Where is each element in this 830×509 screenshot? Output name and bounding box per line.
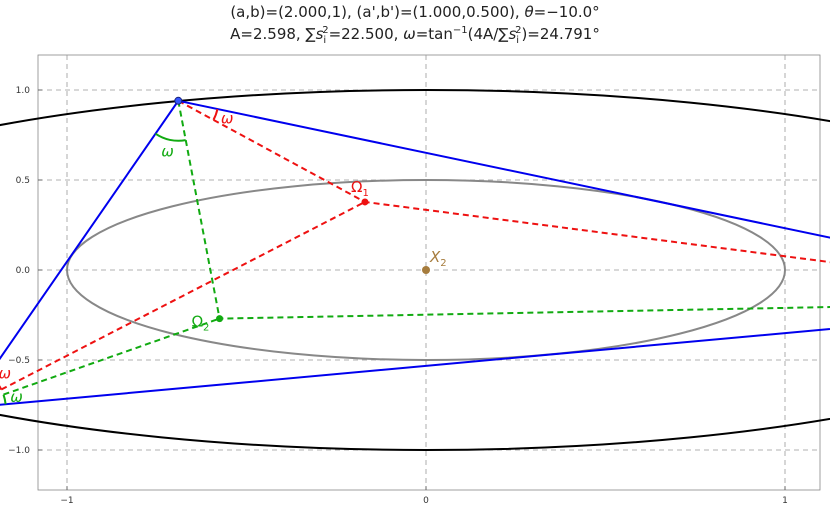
omega1-angle-arc bbox=[212, 108, 219, 121]
omega2-cevian bbox=[219, 306, 830, 320]
omega1-cevian bbox=[177, 99, 366, 203]
omega2-angle-arc bbox=[154, 132, 186, 142]
omega2-cevian bbox=[177, 100, 221, 319]
omega1-point bbox=[361, 198, 369, 206]
vertex-point bbox=[174, 96, 183, 105]
omega2-angle-arc bbox=[2, 394, 7, 405]
y-tick-label: 0.5 bbox=[16, 176, 30, 186]
y-tick-label: 0.0 bbox=[16, 266, 31, 276]
omega1-label: Ω1 bbox=[351, 178, 369, 199]
triangle bbox=[0, 99, 830, 406]
x2-point bbox=[422, 266, 430, 274]
omega2-label: Ω2 bbox=[192, 313, 210, 334]
y-tick-label: −0.5 bbox=[8, 356, 30, 366]
angle-label: ω bbox=[161, 143, 174, 161]
omega1-cevian bbox=[364, 200, 830, 264]
axis-ticks: −2−10121.00.50.0−0.5−1.0 bbox=[8, 86, 788, 506]
plot-frame bbox=[37, 54, 821, 491]
outer-ellipse bbox=[0, 89, 830, 451]
y-tick-label: 1.0 bbox=[16, 86, 31, 96]
omega2-point bbox=[216, 315, 224, 323]
omega1-cevian bbox=[0, 201, 366, 392]
geometry bbox=[0, 89, 830, 451]
angle-label: ω bbox=[221, 110, 234, 128]
y-tick-label: −1.0 bbox=[8, 446, 30, 456]
omega2-cevian bbox=[0, 317, 220, 397]
x-tick-label: −1 bbox=[60, 496, 73, 506]
x-tick-label: 1 bbox=[782, 496, 788, 506]
x-tick-label: 0 bbox=[423, 496, 429, 506]
title-line-1: (a,b)=(2.000,1), (a',b')=(1.000,0.500), … bbox=[230, 3, 600, 21]
angle-label: ω bbox=[0, 365, 11, 383]
angle-label: ω bbox=[10, 388, 23, 406]
x2-label: X2 bbox=[429, 248, 447, 269]
point-labels: ωωωωωωΩ1Ω2X2 bbox=[0, 110, 447, 406]
grid-lines bbox=[38, 55, 820, 490]
inner-ellipse bbox=[66, 179, 786, 361]
title-line-2: A=2.598, ∑si2=22.500, ω=tan−1(4A/∑si2)=2… bbox=[230, 25, 600, 46]
omega1-angle-arc bbox=[0, 385, 3, 391]
